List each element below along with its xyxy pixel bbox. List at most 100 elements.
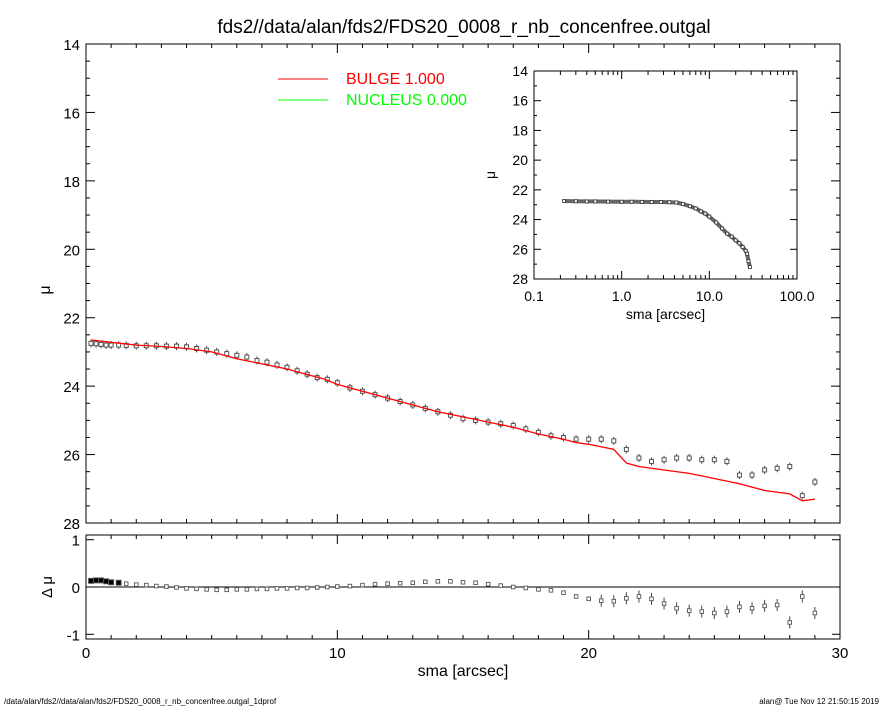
inset-data-point bbox=[607, 200, 610, 203]
resid-x-tick-label: 30 bbox=[832, 645, 849, 662]
resid-data-point bbox=[486, 582, 490, 586]
data-point bbox=[109, 343, 113, 347]
data-point bbox=[99, 342, 103, 346]
inset-y-tick-label: 14 bbox=[512, 63, 528, 79]
resid-data-point bbox=[625, 597, 629, 601]
inset-plot-frame bbox=[534, 71, 797, 279]
bulge-model-line bbox=[91, 340, 815, 501]
inset-data-point bbox=[715, 221, 718, 224]
data-point bbox=[725, 459, 729, 463]
resid-data-point bbox=[449, 580, 453, 584]
inset-data-point bbox=[704, 212, 707, 215]
inset-data-point bbox=[640, 200, 643, 203]
inset-data-point bbox=[730, 235, 733, 238]
inset-data-point bbox=[734, 239, 737, 242]
footer-file-path: /data/alan/fds2//data/alan/fds2/FDS20_00… bbox=[4, 697, 276, 706]
inset-data-point bbox=[594, 200, 597, 203]
y-tick-label: 28 bbox=[63, 516, 80, 533]
resid-data-point bbox=[275, 587, 279, 591]
inset-y-axis-label: μ bbox=[482, 171, 498, 179]
resid-data-point bbox=[215, 588, 219, 592]
data-point bbox=[624, 447, 628, 451]
resid-data-point bbox=[637, 595, 641, 599]
inset-data-point bbox=[681, 202, 684, 205]
inset-y-tick-label: 24 bbox=[512, 212, 528, 228]
resid-data-point bbox=[336, 585, 340, 589]
data-point bbox=[712, 458, 716, 462]
y-tick-label: 18 bbox=[63, 174, 80, 191]
inset-y-tick-label: 18 bbox=[512, 122, 528, 138]
resid-data-point bbox=[116, 580, 121, 585]
resid-data-point bbox=[315, 586, 319, 590]
inset-x-tick-label: 0.1 bbox=[524, 288, 544, 304]
inset-data-point bbox=[699, 210, 702, 213]
data-point bbox=[235, 353, 239, 357]
resid-data-point bbox=[235, 588, 239, 592]
data-point bbox=[94, 342, 98, 346]
data-point bbox=[662, 458, 666, 462]
resid-data-point bbox=[225, 588, 229, 592]
data-point bbox=[637, 456, 641, 460]
resid-data-point bbox=[662, 602, 666, 606]
y-tick-label: 22 bbox=[63, 311, 80, 328]
inset-log-plot: 14 16 18 20 22 24 26 280.1 1.0 10.0 100.0 sma [arcs… bbox=[482, 63, 815, 322]
inset-data-point bbox=[563, 200, 566, 203]
resid-data-point bbox=[94, 578, 99, 583]
chart-title: fds2//data/alan/fds2/FDS20_0008_r_nb_con… bbox=[217, 17, 710, 38]
resid-y-axis-label: Δ μ bbox=[39, 576, 56, 598]
data-point bbox=[650, 459, 654, 463]
data-point bbox=[587, 437, 591, 441]
resid-data-point bbox=[788, 621, 792, 625]
inset-y-tick-label: 22 bbox=[512, 182, 528, 198]
inset-data-point bbox=[708, 215, 711, 218]
resid-data-point bbox=[675, 606, 679, 610]
resid-data-point bbox=[386, 582, 390, 586]
inset-data-point bbox=[675, 201, 678, 204]
resid-data-point bbox=[725, 610, 729, 614]
resid-y-tick-label: 1 bbox=[72, 533, 80, 550]
y-tick-label: 14 bbox=[63, 37, 80, 54]
resid-data-point bbox=[612, 599, 616, 603]
data-point bbox=[612, 439, 616, 443]
resid-data-point bbox=[134, 583, 138, 587]
resid-data-point bbox=[775, 603, 779, 607]
inset-data-point bbox=[746, 252, 749, 255]
resid-data-point bbox=[713, 611, 717, 615]
inset-y-tick-label: 28 bbox=[512, 271, 528, 287]
resid-data-point bbox=[373, 582, 377, 586]
data-point bbox=[763, 468, 767, 472]
inset-data-point bbox=[620, 200, 623, 203]
resid-data-point bbox=[537, 588, 541, 592]
resid-data-point bbox=[295, 586, 299, 590]
data-point bbox=[800, 494, 804, 498]
resid-data-point bbox=[700, 610, 704, 614]
inset-y-tick-label: 16 bbox=[512, 93, 528, 109]
resid-data-point bbox=[165, 585, 169, 589]
y-axis-label: μ bbox=[37, 285, 54, 294]
inset-x-tick-label: 100.0 bbox=[779, 288, 814, 304]
resid-data-point bbox=[511, 585, 515, 589]
data-point bbox=[687, 456, 691, 460]
resid-data-point bbox=[687, 609, 691, 613]
resid-x-tick-label: 20 bbox=[580, 645, 597, 662]
inset-data-point bbox=[650, 201, 653, 204]
data-point bbox=[700, 458, 704, 462]
resid-data-point bbox=[145, 583, 149, 587]
data-point bbox=[775, 466, 779, 470]
inset-data-point bbox=[741, 246, 744, 249]
y-tick-label: 20 bbox=[63, 242, 80, 259]
resid-data-point bbox=[195, 587, 199, 591]
inset-data-point bbox=[668, 201, 671, 204]
resid-data-point bbox=[99, 578, 104, 583]
resid-data-point bbox=[574, 595, 578, 599]
inset-data-point bbox=[744, 249, 747, 252]
inset-data-point bbox=[738, 242, 741, 245]
inset-data-point bbox=[585, 200, 588, 203]
resid-data-point bbox=[109, 580, 114, 585]
resid-data-point bbox=[424, 580, 428, 584]
inset-x-axis-label: sma [arcsec] bbox=[626, 306, 705, 322]
y-tick-label: 24 bbox=[63, 379, 80, 396]
legend-label: NUCLEUS 0.000 bbox=[346, 92, 467, 109]
resid-data-point bbox=[801, 595, 805, 599]
resid-data-point bbox=[155, 584, 159, 588]
